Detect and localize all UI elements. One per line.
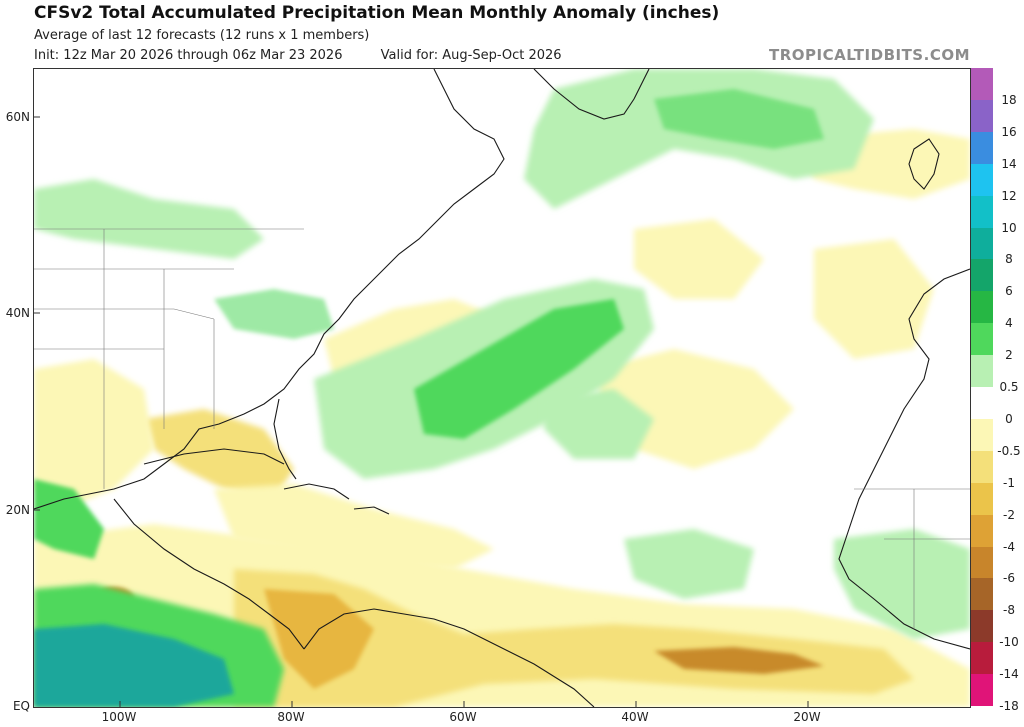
lon-label-60w: 60W — [449, 710, 477, 724]
map-canvas — [34, 69, 970, 707]
dry-anomaly-nw-band — [34, 359, 154, 509]
colorbar-segment — [971, 578, 993, 611]
colorbar-segment — [971, 482, 993, 516]
colorbar-segment — [971, 610, 993, 643]
colorbar-label: -8 — [1003, 603, 1015, 618]
wet-anomaly-mexico — [34, 479, 104, 559]
colorbar-label: -14 — [999, 667, 1019, 682]
wet-anomaly-west-africa — [834, 529, 970, 639]
wet-anomaly-ohio-valley — [214, 289, 334, 339]
colorbar-label: -1 — [1003, 475, 1015, 490]
lon-label-80w: 80W — [277, 710, 305, 724]
valid-text: Valid for: Aug-Sep-Oct 2026 — [380, 48, 562, 63]
dry-anomaly-gulf — [144, 409, 294, 499]
colorbar-segment — [971, 163, 993, 197]
colorbar-segment — [971, 259, 993, 292]
colorbar-segment — [971, 642, 993, 675]
colorbar-label: 16 — [1001, 124, 1017, 139]
lon-label-100w: 100W — [101, 710, 137, 724]
dry-anomaly-deep-1 — [654, 647, 824, 674]
north-america-coast — [34, 69, 505, 510]
central-america-coast — [113, 498, 305, 650]
colorbar-label: 18 — [1001, 92, 1017, 107]
south-america-coast — [303, 608, 595, 707]
lat-label-eq: EQ — [12, 699, 30, 713]
lat-label-60n: 60N — [5, 110, 30, 124]
colorbar-label: -4 — [1003, 539, 1015, 554]
colorbar-label: 2 — [1005, 348, 1013, 363]
colorbar-segment — [971, 418, 993, 452]
colorbar-segment — [971, 227, 993, 260]
wet-anomaly-east-lobe — [544, 389, 654, 459]
colorbar-segment — [971, 355, 993, 388]
colorbar-label: 6 — [1005, 284, 1013, 299]
colorbar-segment — [971, 99, 993, 133]
colorbar-segment — [971, 546, 993, 579]
greenland-coast — [533, 69, 650, 120]
gulf-coast — [143, 448, 285, 465]
dry-anomaly-caribbean — [214, 484, 494, 569]
colorbar-label: 0.5 — [999, 380, 1019, 394]
colorbar-label: -18 — [999, 699, 1019, 713]
colorbar-segment — [971, 450, 993, 484]
colorbar-segment — [971, 291, 993, 324]
anomaly-field-layer — [34, 69, 970, 707]
colorbar-label: 12 — [1001, 188, 1017, 203]
chart-title: CFSv2 Total Accumulated Precipitation Me… — [34, 3, 720, 23]
florida-coast — [273, 398, 297, 480]
colorbar-label: 10 — [1001, 220, 1017, 235]
colorbar-segment — [971, 131, 993, 165]
iberia-africa-coast — [838, 268, 970, 650]
colorbar-segment — [971, 674, 993, 707]
cuba-coast — [283, 483, 350, 500]
init-text: Init: 12z Mar 20 2026 through 06z Mar 23… — [34, 48, 343, 63]
colorbar-label: 14 — [1001, 156, 1017, 171]
wet-anomaly-east-pacific-teal — [34, 624, 234, 707]
colorbar-label: 8 — [1005, 252, 1013, 267]
colorbar-label: -0.5 — [997, 443, 1021, 458]
precip-anomaly-map — [33, 68, 971, 708]
wet-anomaly-tropical-atl — [624, 529, 754, 599]
wet-anomaly-north-core — [654, 89, 824, 149]
colorbar-label: 4 — [1005, 316, 1013, 331]
colorbar-label: 0 — [1005, 411, 1013, 426]
init-valid-line: Init: 12z Mar 20 2026 through 06z Mar 23… — [34, 48, 562, 63]
lon-label-40w: 40W — [621, 710, 649, 724]
british-isles-coast — [908, 138, 940, 190]
dry-anomaly-midocean — [634, 219, 764, 299]
colorbar-segment — [971, 68, 993, 101]
colorbar-segment — [971, 514, 993, 547]
lon-label-20w: 20W — [793, 710, 821, 724]
colorbar-label: -6 — [1003, 571, 1015, 586]
political-borders — [34, 228, 970, 629]
lat-label-20n: 20N — [5, 503, 30, 517]
wet-anomaly-central-core — [414, 299, 624, 439]
colorbar-segment — [971, 323, 993, 356]
wet-anomaly-canada — [34, 179, 264, 259]
colorbar — [971, 68, 993, 707]
lat-label-40n: 40N — [5, 306, 30, 320]
coastlines — [34, 69, 970, 707]
brand-watermark: TROPICALTIDBITS.COM — [769, 46, 970, 64]
colorbar-label: -10 — [999, 635, 1019, 650]
graticule-ticks — [34, 116, 809, 707]
colorbar-label: -2 — [1003, 507, 1015, 522]
hispaniola-coast — [353, 506, 390, 515]
colorbar-segment — [971, 195, 993, 228]
colorbar-segment — [971, 387, 993, 420]
dry-anomaly-north-atl — [814, 239, 934, 359]
subtitle: Average of last 12 forecasts (12 runs x … — [34, 28, 370, 43]
